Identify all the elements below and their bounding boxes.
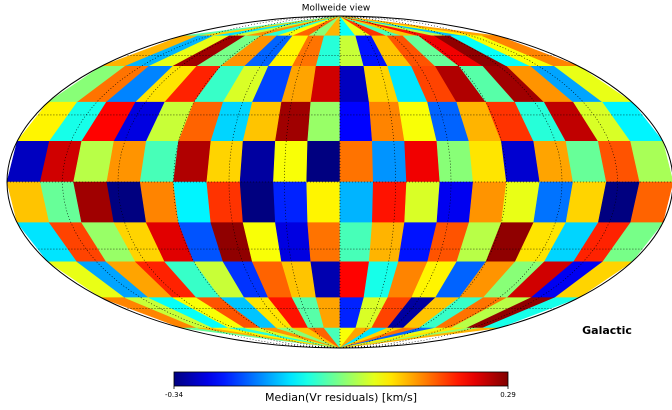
sky-pixel xyxy=(339,101,373,142)
sky-pixel xyxy=(273,141,309,183)
sky-pixel xyxy=(307,327,341,348)
sky-pixel xyxy=(323,327,341,348)
sky-pixel xyxy=(310,66,341,103)
map-outline xyxy=(6,15,672,349)
meridian xyxy=(339,16,618,348)
sky-pixel xyxy=(501,181,541,223)
sky-pixel xyxy=(206,181,244,223)
sky-pixel xyxy=(276,327,341,348)
sky-pixel xyxy=(213,327,341,348)
sky-pixel xyxy=(206,141,244,183)
sky-pixel xyxy=(306,141,341,183)
colorbar xyxy=(173,371,509,387)
sky-pixel xyxy=(404,141,441,183)
meridian xyxy=(339,16,507,348)
colorbar-min-label: -0.34 xyxy=(165,391,184,399)
sky-pixel xyxy=(229,327,341,348)
sky-pixel xyxy=(468,141,507,183)
sky-pixel xyxy=(404,181,441,223)
sky-pixel xyxy=(273,181,309,223)
sky-pixel xyxy=(436,141,474,183)
graticule xyxy=(7,16,672,348)
sky-pixel xyxy=(197,327,341,348)
sky-pixel xyxy=(339,181,374,223)
meridian xyxy=(173,16,341,348)
colorbar-max-label: 0.29 xyxy=(500,391,516,399)
sky-pixel xyxy=(139,181,179,223)
sky-pixel xyxy=(339,141,374,183)
sky-pixel xyxy=(371,181,407,223)
sky-map xyxy=(7,16,672,348)
colorbar-label: Median(Vr residuals) [km/s] xyxy=(265,391,417,404)
coord-label: Galactic xyxy=(582,324,632,337)
sky-pixel xyxy=(307,222,341,263)
sky-pixel xyxy=(245,327,341,348)
sky-pixel xyxy=(292,327,341,348)
sky-pixel xyxy=(310,261,341,299)
sky-pixel xyxy=(307,101,341,142)
sky-pixel xyxy=(260,327,341,348)
sky-pixel xyxy=(436,181,474,223)
sky-pixel xyxy=(371,141,407,183)
map-title: Mollweide view xyxy=(302,4,371,14)
sky-pixel xyxy=(275,101,312,142)
sky-pixel xyxy=(239,181,276,223)
sky-pixel xyxy=(106,141,147,183)
meridian xyxy=(62,16,341,348)
sky-pixel xyxy=(173,141,212,183)
sky-pixel xyxy=(501,141,541,183)
sky-pixel xyxy=(468,181,507,223)
sky-pixel xyxy=(339,222,373,263)
sky-pixel xyxy=(306,181,341,223)
sky-pixel xyxy=(275,222,312,263)
sky-pixel xyxy=(139,141,179,183)
sky-pixel xyxy=(173,181,212,223)
sky-pixel xyxy=(106,181,147,223)
sky-pixel xyxy=(239,141,276,183)
